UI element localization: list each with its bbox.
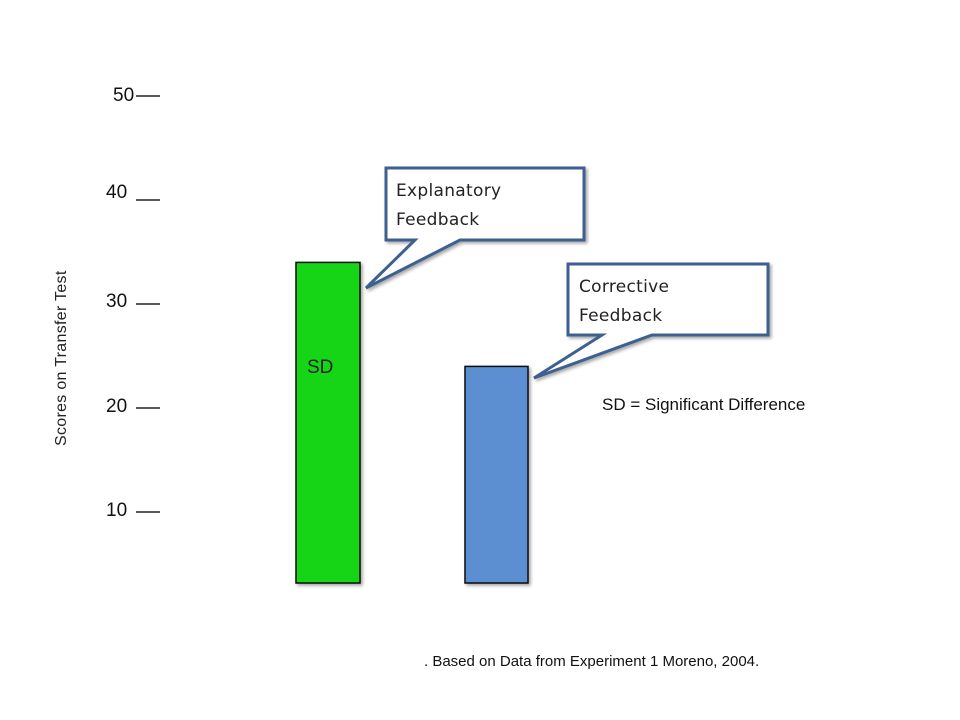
bar-corrective-feedback bbox=[464, 365, 529, 584]
callout-explanatory-line1: Explanatory bbox=[396, 181, 501, 201]
y-ticks bbox=[136, 95, 160, 513]
y-tick-label-30: 30 bbox=[106, 291, 127, 312]
callout-corrective-line2: Feedback bbox=[579, 306, 662, 326]
callout-corrective-feedback: Corrective Feedback bbox=[533, 262, 770, 380]
y-tick-label-10: 10 bbox=[106, 500, 127, 521]
significance-note: SD = Significant Difference bbox=[602, 395, 805, 414]
bar-explanatory-feedback bbox=[295, 261, 361, 584]
bar-label-sd: SD bbox=[307, 357, 333, 378]
y-tick-label-40: 40 bbox=[106, 182, 127, 203]
callout-explanatory-line2: Feedback bbox=[396, 210, 479, 230]
callout-explanatory-feedback: Explanatory Feedback bbox=[364, 166, 586, 290]
y-tick-label-20: 20 bbox=[106, 396, 127, 417]
y-tick-label-50: 50 bbox=[113, 85, 134, 106]
callout-corrective-line1: Corrective bbox=[579, 277, 669, 297]
source-note: . Based on Data from Experiment 1 Moreno… bbox=[424, 653, 759, 670]
y-axis-title: Scores on Transfer Test bbox=[53, 270, 70, 446]
